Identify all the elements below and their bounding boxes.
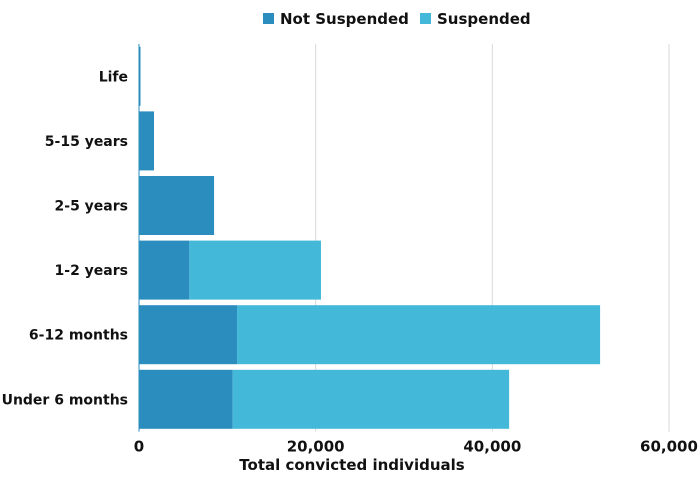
x-tick-label-3: 60,000 xyxy=(640,438,698,456)
bar-not-suspended-5 xyxy=(139,369,233,429)
category-label-1: 5-15 years xyxy=(45,134,128,150)
x-tick-label-0: 0 xyxy=(134,438,144,456)
x-axis-ticks: 0 20,000 40,000 60,000 xyxy=(134,438,698,456)
bar-not-suspended-4 xyxy=(139,305,238,365)
bar-not-suspended-3 xyxy=(139,240,190,300)
bar-not-suspended-0 xyxy=(139,46,141,106)
category-label-5: Under 6 months xyxy=(2,392,128,408)
legend: Not Suspended Suspended xyxy=(263,10,531,28)
bar-suspended-4 xyxy=(237,305,601,365)
category-labels: Life 5-15 years 2-5 years 1-2 years 6-12 mon… xyxy=(2,69,128,408)
bar-not-suspended-2 xyxy=(139,176,215,235)
category-label-4: 6-12 months xyxy=(29,328,128,344)
category-label-2: 2-5 years xyxy=(55,199,128,215)
x-tick-label-1: 20,000 xyxy=(287,438,345,456)
category-label-3: 1-2 years xyxy=(55,263,128,279)
grid xyxy=(315,44,670,432)
x-axis-title: Total convicted individuals xyxy=(239,456,464,474)
legend-swatch-0 xyxy=(263,13,274,24)
legend-label-0: Not Suspended xyxy=(280,10,409,28)
legend-item-suspended: Suspended xyxy=(420,10,531,28)
x-tick-label-2: 40,000 xyxy=(463,438,521,456)
bars xyxy=(138,44,601,432)
bar-suspended-3 xyxy=(189,240,321,300)
bar-suspended-5 xyxy=(232,369,510,429)
legend-item-not-suspended: Not Suspended xyxy=(263,10,409,28)
legend-label-1: Suspended xyxy=(437,10,531,28)
legend-swatch-1 xyxy=(420,13,431,24)
category-label-0: Life xyxy=(99,69,128,85)
bar-not-suspended-1 xyxy=(139,111,155,171)
